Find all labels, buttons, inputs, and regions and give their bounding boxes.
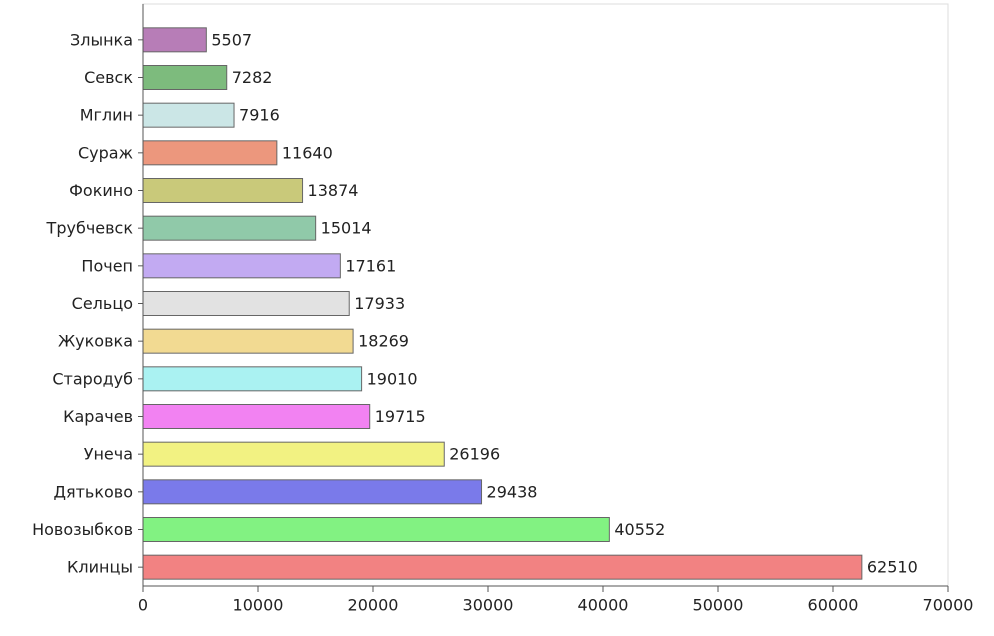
bar [142,27,207,53]
value-label: 19010 [367,369,418,388]
x-tick-label: 40000 [578,596,629,615]
x-tick-label: 10000 [233,596,284,615]
bar [142,517,610,542]
y-tick-label: Сураж [78,143,133,162]
value-label: 29438 [487,482,538,501]
y-tick-label: Стародуб [52,369,133,388]
value-label: 19715 [375,407,426,426]
value-label: 18269 [358,332,409,351]
y-tick-label: Новозыбков [32,520,133,539]
bar [142,215,317,241]
y-tick-label: Карачев [63,407,133,426]
x-tick-label: 70000 [923,596,974,615]
bar [142,140,278,166]
bar [142,554,863,580]
value-label: 7282 [232,68,273,87]
y-tick-label: Злынка [70,30,133,49]
y-tick-label: Мглин [80,106,133,125]
value-label: 17161 [345,256,396,275]
value-label: 11640 [282,143,333,162]
bar [142,65,228,90]
y-tick-label: Сельцо [72,294,133,313]
y-tick-label: Трубчевск [46,219,134,238]
y-tick-label: Унеча [84,445,133,464]
value-label: 5507 [211,30,252,49]
bar [142,253,341,279]
y-tick-label: Севск [84,68,133,87]
x-tick-label: 50000 [693,596,744,615]
bar [142,404,371,429]
x-tick-label: 0 [138,596,148,615]
bar [142,102,235,128]
y-tick-label: Дятьково [53,482,133,501]
bar [142,328,354,354]
bar [142,366,363,392]
value-label: 17933 [354,294,405,313]
bar [142,178,304,203]
y-tick-label: Жуковка [58,332,133,351]
y-tick-label: Клинцы [67,558,133,577]
value-label: 62510 [867,558,918,577]
bar [142,441,445,467]
value-label: 26196 [449,445,500,464]
value-label: 7916 [239,106,280,125]
value-label: 15014 [321,219,372,238]
y-tick-label: Почеп [81,256,133,275]
value-label: 40552 [614,520,665,539]
x-tick-label: 20000 [348,596,399,615]
x-tick-label: 30000 [463,596,514,615]
y-tick-label: Фокино [69,181,133,200]
bar [142,291,350,316]
value-label: 13874 [308,181,359,200]
x-tick-label: 60000 [808,596,859,615]
bar [142,479,483,505]
